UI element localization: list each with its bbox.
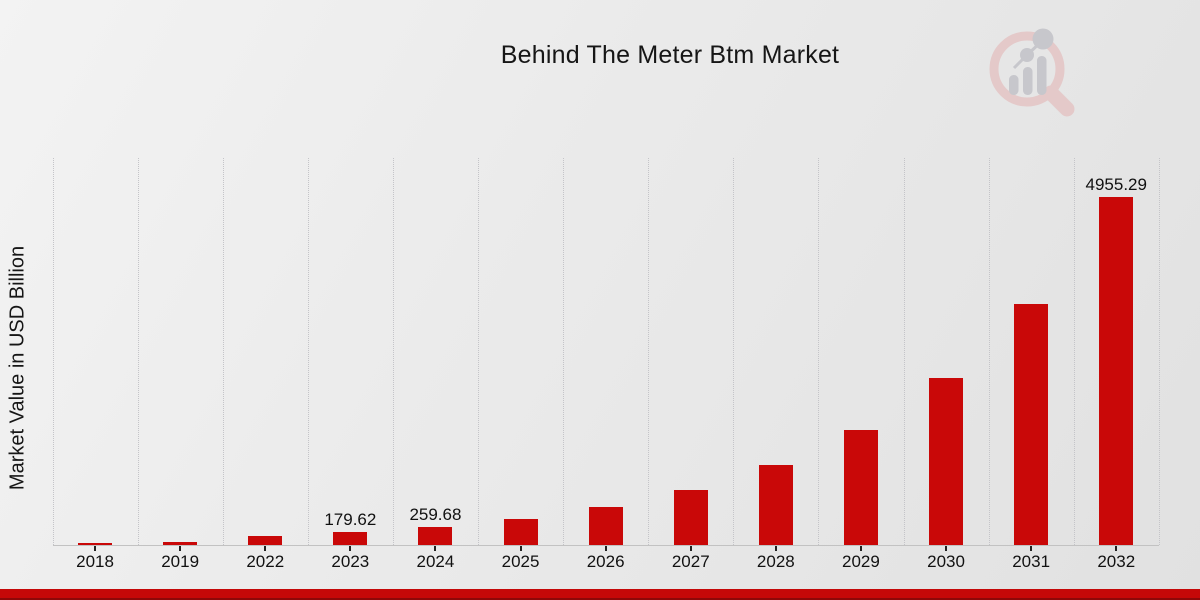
bar-2022 xyxy=(248,536,283,545)
gridline xyxy=(137,158,139,545)
x-tick-label-2025: 2025 xyxy=(501,552,540,571)
bar-2025 xyxy=(503,518,538,545)
x-tick-label-2029: 2029 xyxy=(842,552,880,571)
bar-2032 xyxy=(1099,197,1134,545)
bar-value-label-2023: 179.62 xyxy=(324,510,377,530)
x-tick-label-2022: 2022 xyxy=(246,552,285,571)
bar-2018 xyxy=(78,543,113,545)
gridline xyxy=(1158,158,1160,545)
x-axis-tick xyxy=(689,546,692,551)
x-axis-tick xyxy=(94,546,97,551)
bar-2028 xyxy=(758,465,793,545)
x-axis-tick xyxy=(945,546,948,551)
bar-2027 xyxy=(673,489,708,545)
x-tick-label-2026: 2026 xyxy=(586,552,625,571)
bar-2023 xyxy=(333,532,368,545)
y-axis-label: Market Value in USD Billion xyxy=(6,245,29,491)
footer-red-band xyxy=(0,589,1200,598)
bar-2024 xyxy=(418,526,453,545)
gridline xyxy=(392,158,394,545)
x-tick-label-2019: 2019 xyxy=(161,552,200,571)
x-tick-label-2031: 2031 xyxy=(1012,552,1051,571)
gridline xyxy=(222,158,224,545)
gridline xyxy=(1073,158,1075,545)
x-axis-tick xyxy=(1030,546,1033,551)
gridline xyxy=(478,158,479,545)
footer-red-band-dark-edge xyxy=(0,598,1200,600)
x-axis-tick xyxy=(774,546,777,551)
x-axis-tick xyxy=(859,546,862,551)
x-tick-label-2030: 2030 xyxy=(927,552,965,571)
x-tick-label-2024: 2024 xyxy=(416,552,455,571)
gridline xyxy=(733,158,735,545)
x-tick-label-2023: 2023 xyxy=(331,552,370,571)
gridline xyxy=(988,158,990,545)
bar-2030 xyxy=(929,378,964,545)
x-axis-tick xyxy=(1115,546,1118,551)
chart-title: Behind The Meter Btm Market xyxy=(500,41,840,69)
bar-2026 xyxy=(588,506,623,545)
x-tick-label-2032: 2032 xyxy=(1097,552,1136,571)
gridline xyxy=(818,158,820,545)
gridline xyxy=(563,158,565,545)
x-axis-tick xyxy=(264,546,267,551)
gridline xyxy=(307,158,309,545)
x-axis-tick xyxy=(519,546,522,551)
gridline xyxy=(648,158,650,545)
x-axis-tick xyxy=(349,546,352,551)
brand-logo xyxy=(986,18,1096,123)
gridline xyxy=(903,158,905,545)
bar-value-label-2032: 4955.29 xyxy=(1085,175,1147,194)
bar-2029 xyxy=(843,429,878,545)
magnifier-bar-chart-icon xyxy=(989,28,1075,117)
x-tick-label-2028: 2028 xyxy=(756,552,795,571)
bar-2019 xyxy=(163,542,198,545)
x-axis-tick xyxy=(434,546,437,551)
x-axis-tick xyxy=(179,546,182,551)
x-tick-label-2027: 2027 xyxy=(671,552,710,571)
x-tick-label-2018: 2018 xyxy=(76,552,114,571)
gridline xyxy=(52,158,54,545)
bar-2031 xyxy=(1014,304,1049,545)
bar-value-label-2024: 259.68 xyxy=(409,504,462,524)
x-axis-tick xyxy=(604,546,607,551)
x-axis-line xyxy=(52,545,1159,546)
